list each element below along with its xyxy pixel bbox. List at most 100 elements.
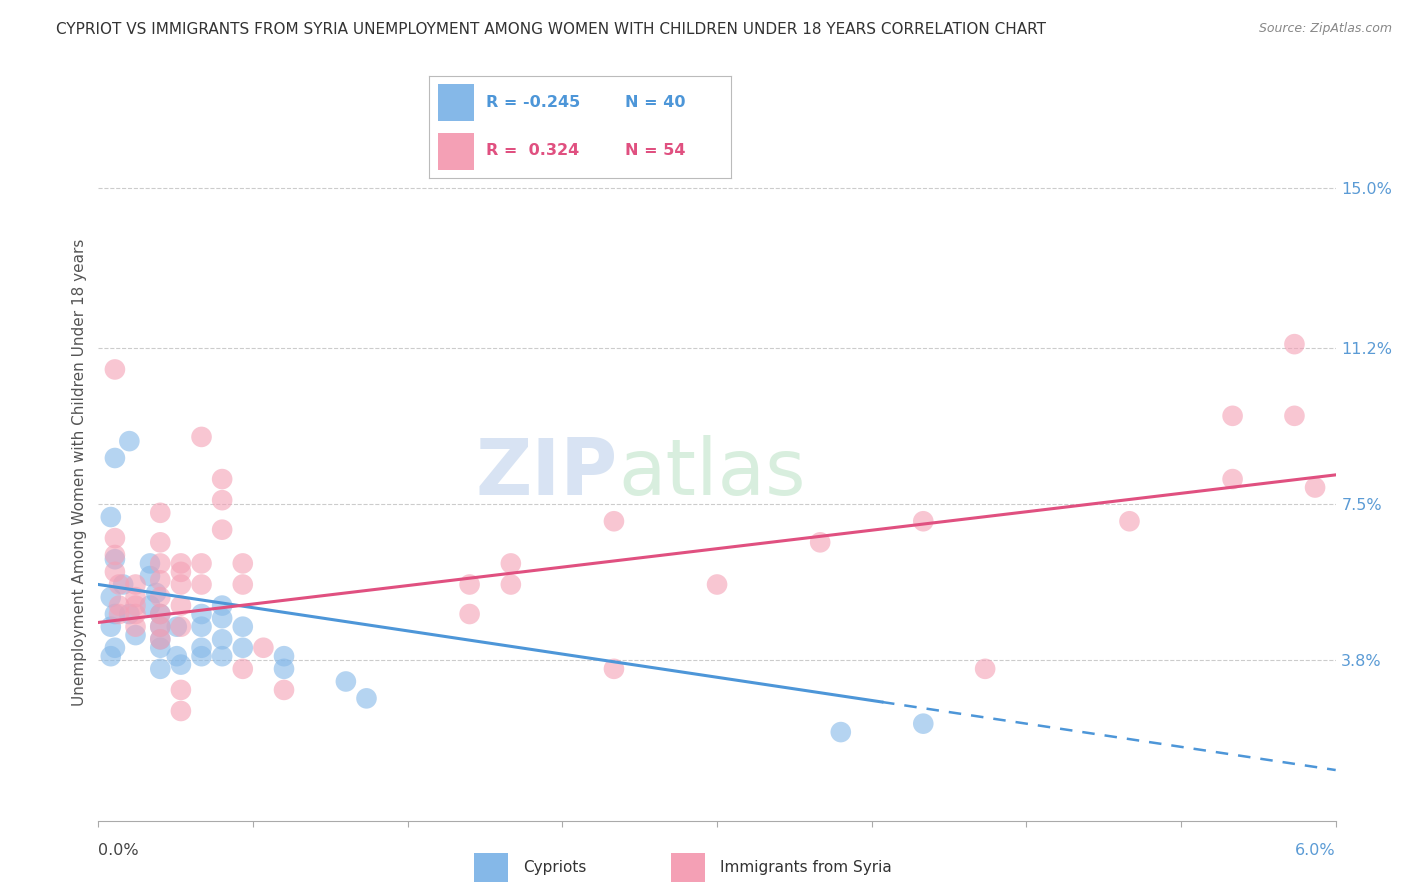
Point: [124, 599, 146, 613]
Point: [112, 577, 135, 591]
Point: [149, 640, 172, 655]
Point: [170, 682, 193, 697]
Point: [104, 607, 127, 621]
Point: [458, 577, 481, 591]
Point: [170, 704, 193, 718]
Point: [104, 450, 127, 465]
Point: [232, 640, 254, 655]
Point: [706, 577, 728, 591]
Point: [104, 548, 127, 562]
Point: [149, 607, 172, 621]
Point: [1222, 472, 1244, 486]
Point: [211, 599, 233, 613]
Point: [190, 649, 212, 664]
Point: [912, 716, 935, 731]
Point: [1284, 409, 1306, 423]
Point: [499, 577, 522, 591]
Point: [232, 662, 254, 676]
Point: [104, 552, 127, 566]
Point: [145, 586, 167, 600]
Text: R =  0.324: R = 0.324: [486, 144, 579, 158]
Point: [170, 599, 193, 613]
Point: [149, 632, 172, 647]
Point: [211, 632, 233, 647]
Point: [1303, 481, 1326, 495]
Point: [1284, 337, 1306, 351]
Point: [273, 682, 295, 697]
Point: [232, 557, 254, 571]
FancyBboxPatch shape: [671, 854, 704, 881]
Point: [100, 620, 122, 634]
Point: [139, 599, 162, 613]
Point: [170, 557, 193, 571]
Point: [104, 362, 127, 376]
Point: [149, 557, 172, 571]
Point: [190, 577, 212, 591]
Point: [974, 662, 997, 676]
Point: [190, 640, 212, 655]
Point: [149, 506, 172, 520]
Text: ZIP: ZIP: [475, 434, 619, 511]
Point: [190, 557, 212, 571]
Point: [104, 565, 127, 579]
Point: [273, 662, 295, 676]
Point: [139, 569, 162, 583]
Point: [100, 510, 122, 524]
Point: [104, 531, 127, 545]
Text: N = 40: N = 40: [626, 95, 686, 110]
Point: [211, 472, 233, 486]
Point: [190, 607, 212, 621]
Point: [170, 565, 193, 579]
Point: [124, 590, 146, 604]
Text: R = -0.245: R = -0.245: [486, 95, 581, 110]
Point: [211, 523, 233, 537]
Point: [211, 649, 233, 664]
Point: [108, 599, 131, 613]
Text: atlas: atlas: [619, 434, 806, 511]
Point: [252, 640, 274, 655]
Point: [166, 620, 188, 634]
Text: N = 54: N = 54: [626, 144, 686, 158]
Point: [139, 557, 162, 571]
FancyBboxPatch shape: [437, 84, 474, 121]
Point: [335, 674, 357, 689]
Point: [211, 493, 233, 508]
Point: [356, 691, 378, 706]
Y-axis label: Unemployment Among Women with Children Under 18 years: Unemployment Among Women with Children U…: [72, 239, 87, 706]
FancyBboxPatch shape: [437, 133, 474, 170]
Point: [124, 620, 146, 634]
Text: CYPRIOT VS IMMIGRANTS FROM SYRIA UNEMPLOYMENT AMONG WOMEN WITH CHILDREN UNDER 18: CYPRIOT VS IMMIGRANTS FROM SYRIA UNEMPLO…: [56, 22, 1046, 37]
Point: [273, 649, 295, 664]
Point: [124, 628, 146, 642]
Point: [149, 590, 172, 604]
Point: [170, 657, 193, 672]
Point: [912, 514, 935, 528]
Text: 6.0%: 6.0%: [1295, 843, 1336, 858]
Point: [149, 662, 172, 676]
Point: [190, 620, 212, 634]
Point: [170, 577, 193, 591]
Point: [149, 607, 172, 621]
Point: [170, 620, 193, 634]
Point: [190, 430, 212, 444]
Point: [108, 577, 131, 591]
Point: [166, 649, 188, 664]
Point: [118, 607, 141, 621]
Point: [124, 577, 146, 591]
Point: [108, 607, 131, 621]
Point: [499, 557, 522, 571]
Point: [458, 607, 481, 621]
Point: [1118, 514, 1140, 528]
Text: Source: ZipAtlas.com: Source: ZipAtlas.com: [1258, 22, 1392, 36]
Point: [211, 611, 233, 625]
Point: [149, 632, 172, 647]
Text: Cypriots: Cypriots: [523, 860, 586, 875]
Point: [104, 640, 127, 655]
Point: [100, 590, 122, 604]
Point: [603, 514, 626, 528]
Point: [149, 535, 172, 549]
Point: [603, 662, 626, 676]
Point: [124, 607, 146, 621]
Point: [830, 725, 852, 739]
Text: Immigrants from Syria: Immigrants from Syria: [720, 860, 891, 875]
